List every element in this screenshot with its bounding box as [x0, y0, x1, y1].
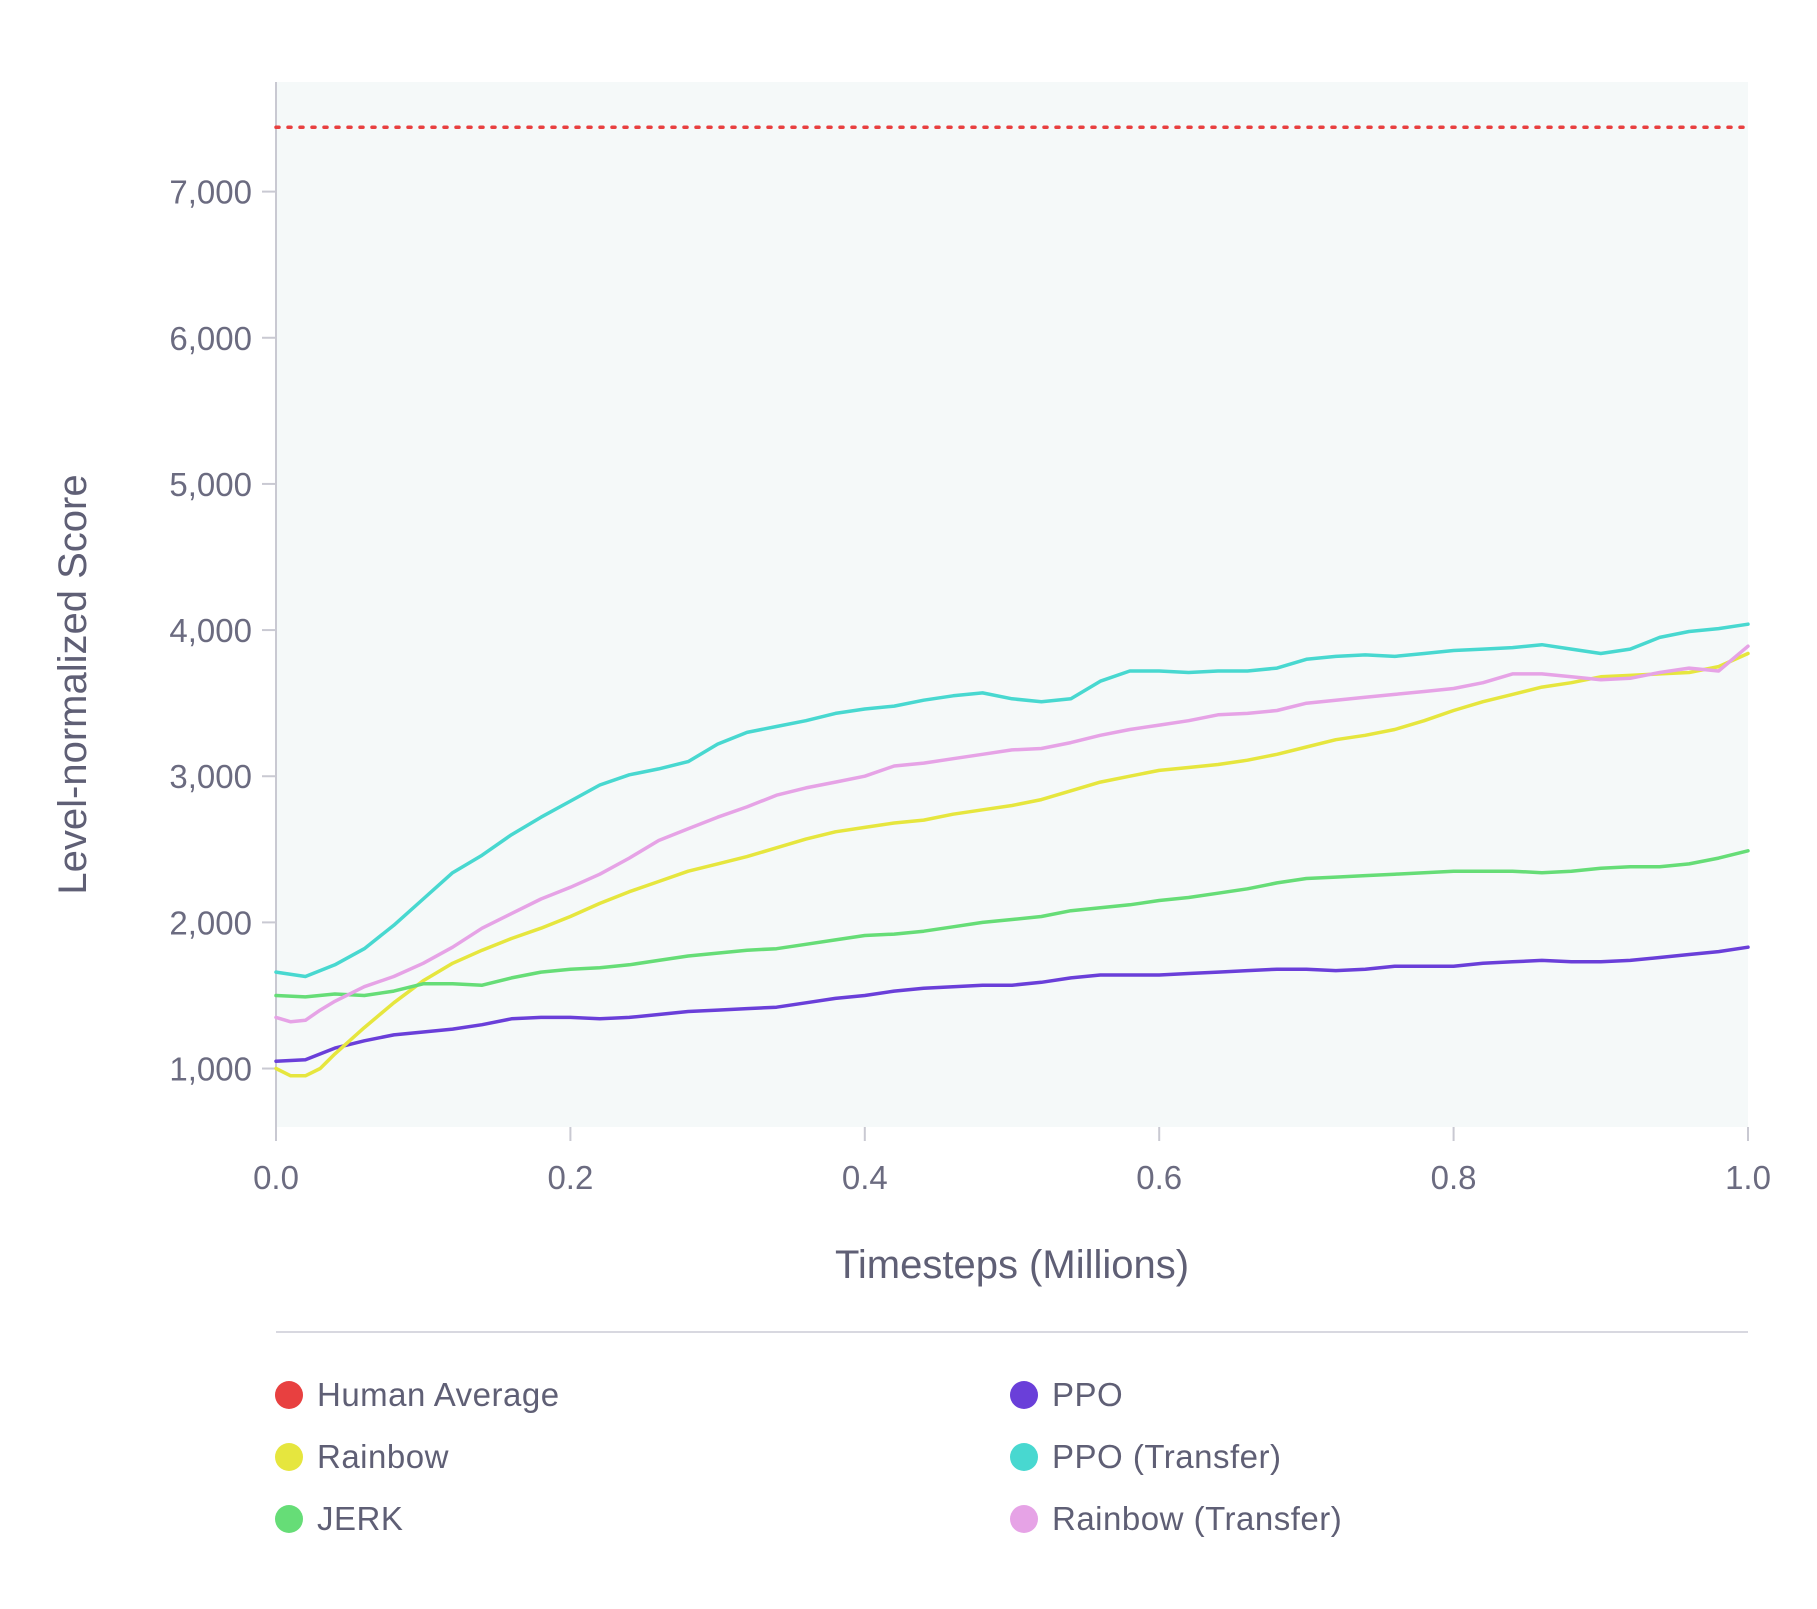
legend: Human Average Rainbow JERK PPO PPO (Tran…: [275, 1370, 1755, 1590]
human-average-swatch-icon: [275, 1381, 303, 1409]
legend-item-ppo-transfer[interactable]: PPO (Transfer): [1010, 1432, 1281, 1482]
legend-label: Rainbow (Transfer): [1052, 1500, 1343, 1537]
x-tick-label: 1.0: [1725, 1159, 1771, 1196]
legend-item-rainbow-transfer[interactable]: Rainbow (Transfer): [1010, 1494, 1342, 1544]
legend-label: Rainbow: [317, 1438, 449, 1475]
rainbow-transfer-line: [274, 644, 1750, 1024]
y-tick-label: 5,000: [169, 466, 252, 503]
legend-item-rainbow[interactable]: Rainbow: [275, 1432, 449, 1482]
x-tick-label: 0.2: [547, 1159, 593, 1196]
y-tick-label: 6,000: [169, 320, 252, 357]
ppo-transfer-line: [274, 622, 1750, 979]
y-tick-label: 7,000: [169, 174, 252, 211]
x-tick-label: 0.6: [1136, 1159, 1182, 1196]
legend-item-jerk[interactable]: JERK: [275, 1494, 403, 1544]
jerk-swatch-icon: [275, 1505, 303, 1533]
y-tick-label: 2,000: [169, 904, 252, 941]
rainbow-swatch-icon: [275, 1443, 303, 1471]
legend-item-ppo[interactable]: PPO: [1010, 1370, 1123, 1420]
y-tick-label: 1,000: [169, 1051, 252, 1088]
x-tick-label: 0.4: [842, 1159, 888, 1196]
series-lines: [274, 622, 1750, 1078]
x-tick-label: 0.8: [1431, 1159, 1477, 1196]
ppo-line: [274, 945, 1750, 1063]
rainbow-line: [274, 651, 1750, 1078]
x-tick-label: 0.0: [253, 1159, 299, 1196]
y-tick-label: 3,000: [169, 758, 252, 795]
rainbow-transfer-swatch-icon: [1010, 1505, 1038, 1533]
axes: 1,000 2,000 3,000 4,000 5,000 6,000 7,000 0.0 0.…: [169, 82, 1771, 1196]
legend-item-human-average[interactable]: Human Average: [275, 1370, 560, 1420]
y-axis-title: Level-normalized Score: [51, 474, 95, 894]
x-axis-title: Timesteps (Millions): [835, 1243, 1189, 1287]
legend-label: JERK: [317, 1500, 404, 1537]
legend-label: PPO: [1052, 1376, 1124, 1413]
jerk-line: [274, 849, 1750, 999]
ppo-swatch-icon: [1010, 1381, 1038, 1409]
ppo-transfer-swatch-icon: [1010, 1443, 1038, 1471]
y-tick-label: 4,000: [169, 612, 252, 649]
legend-label: PPO (Transfer): [1052, 1438, 1282, 1475]
plot-background: [276, 82, 1748, 1127]
legend-label: Human Average: [317, 1376, 560, 1413]
